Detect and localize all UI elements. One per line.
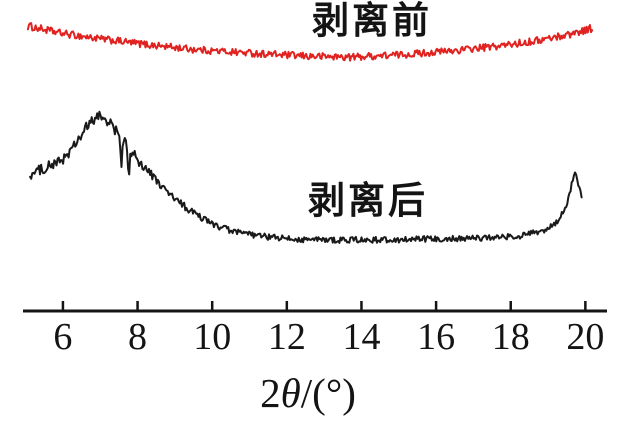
x-axis-title-theta: θ xyxy=(280,370,301,416)
x-tick-label-14: 14 xyxy=(342,316,380,358)
x-tick-label-10: 10 xyxy=(193,316,231,358)
x-tick-label-6: 6 xyxy=(53,316,72,358)
x-tick-label-8: 8 xyxy=(128,316,147,358)
x-tick-label-16: 16 xyxy=(417,316,455,358)
x-tick-label-18: 18 xyxy=(492,316,530,358)
series-trace-0 xyxy=(26,22,594,62)
series-label-after-exfoliation: 剥离后 xyxy=(308,180,428,221)
x-tick-label-12: 12 xyxy=(268,316,306,358)
x-axis-title-prefix: 2 xyxy=(260,370,281,416)
series-trace-1 xyxy=(29,110,583,244)
series-label-before-exfoliation: 剥离前 xyxy=(312,0,432,41)
x-axis-title: 2θ/(°) xyxy=(260,370,356,416)
x-tick-label-20: 20 xyxy=(566,316,604,358)
x-axis-title-suffix: /(°) xyxy=(300,370,356,416)
